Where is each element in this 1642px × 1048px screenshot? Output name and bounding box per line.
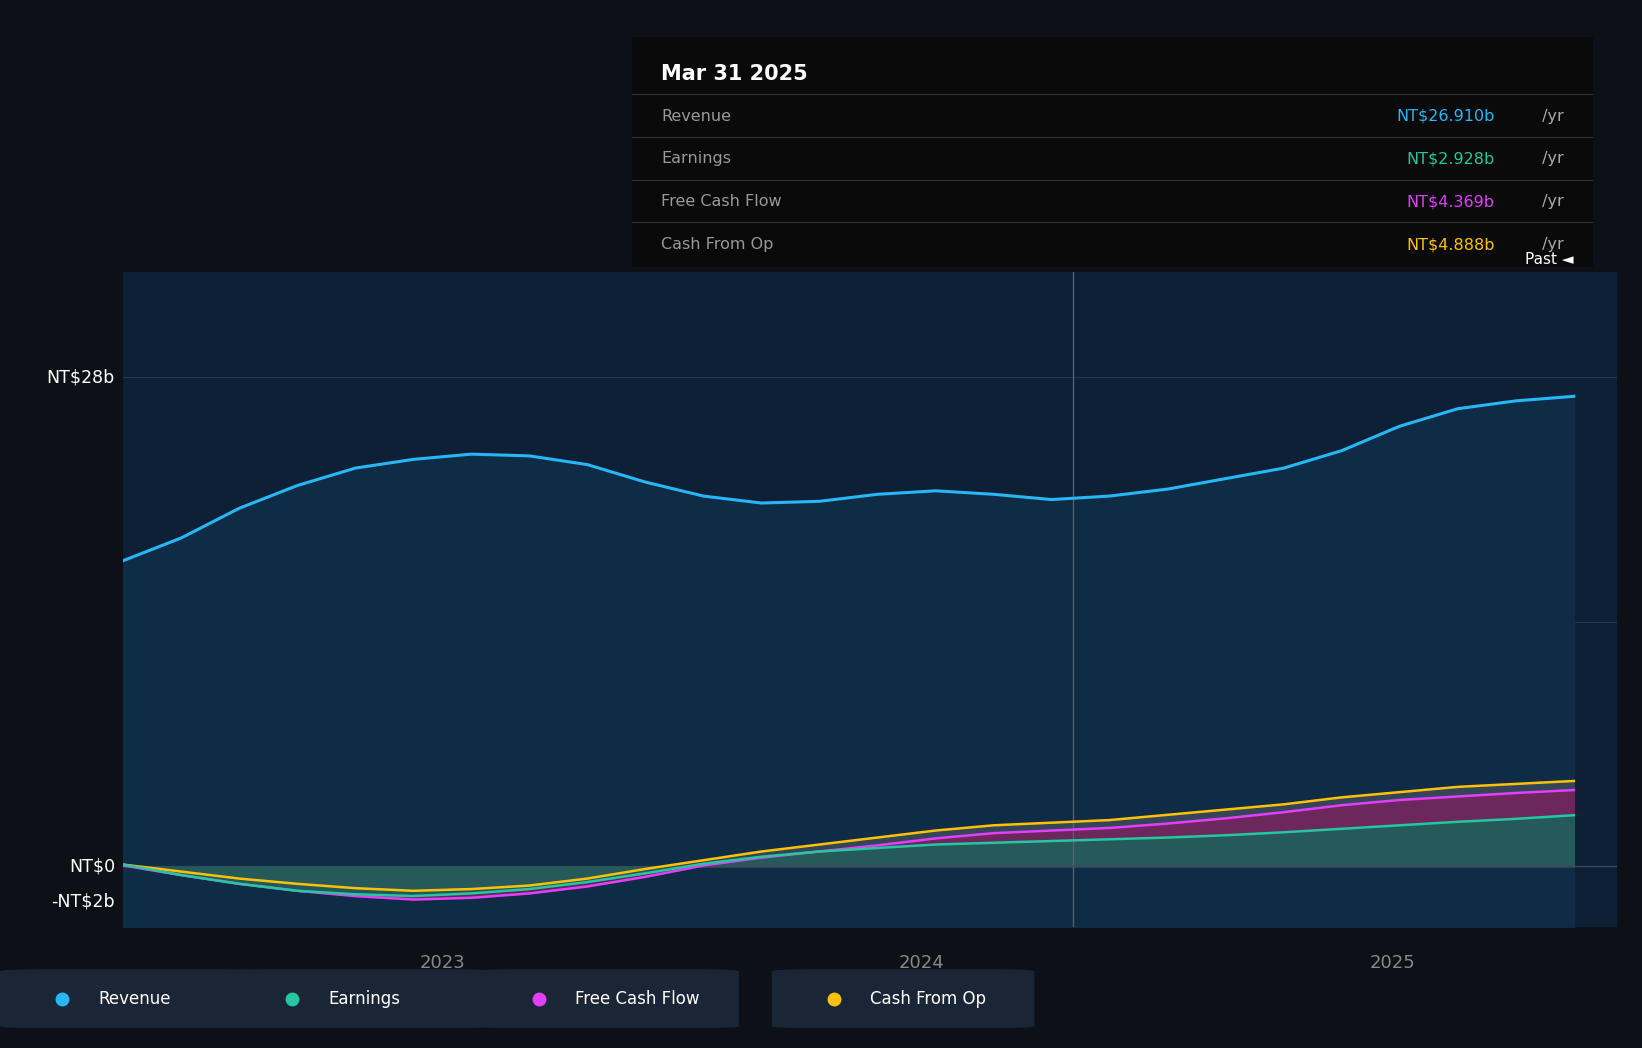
Text: Cash From Op: Cash From Op — [870, 989, 987, 1008]
Text: 2024: 2024 — [898, 954, 944, 971]
Text: Free Cash Flow: Free Cash Flow — [575, 989, 699, 1008]
FancyBboxPatch shape — [476, 969, 739, 1028]
Text: Earnings: Earnings — [662, 151, 731, 167]
Text: NT$4.888b: NT$4.888b — [1406, 237, 1494, 253]
Text: NT$28b: NT$28b — [46, 368, 115, 387]
Text: /yr: /yr — [1537, 109, 1563, 124]
Text: Past ◄: Past ◄ — [1525, 253, 1573, 267]
Text: NT$26.910b: NT$26.910b — [1396, 109, 1494, 124]
Text: Mar 31 2025: Mar 31 2025 — [662, 64, 808, 84]
Text: Cash From Op: Cash From Op — [662, 237, 773, 253]
Text: Revenue: Revenue — [99, 989, 171, 1008]
Text: Free Cash Flow: Free Cash Flow — [662, 194, 782, 209]
Text: 2023: 2023 — [419, 954, 465, 971]
FancyBboxPatch shape — [0, 969, 263, 1028]
FancyBboxPatch shape — [772, 969, 1034, 1028]
Text: NT$4.369b: NT$4.369b — [1407, 194, 1494, 209]
Text: /yr: /yr — [1537, 237, 1563, 253]
Text: NT$0: NT$0 — [69, 857, 115, 875]
Text: Revenue: Revenue — [662, 109, 731, 124]
Text: 2025: 2025 — [1369, 954, 1415, 971]
Text: Earnings: Earnings — [328, 989, 401, 1008]
Text: -NT$2b: -NT$2b — [51, 892, 115, 911]
Text: /yr: /yr — [1537, 194, 1563, 209]
Text: NT$2.928b: NT$2.928b — [1407, 151, 1494, 167]
FancyBboxPatch shape — [230, 969, 493, 1028]
Text: /yr: /yr — [1537, 151, 1563, 167]
